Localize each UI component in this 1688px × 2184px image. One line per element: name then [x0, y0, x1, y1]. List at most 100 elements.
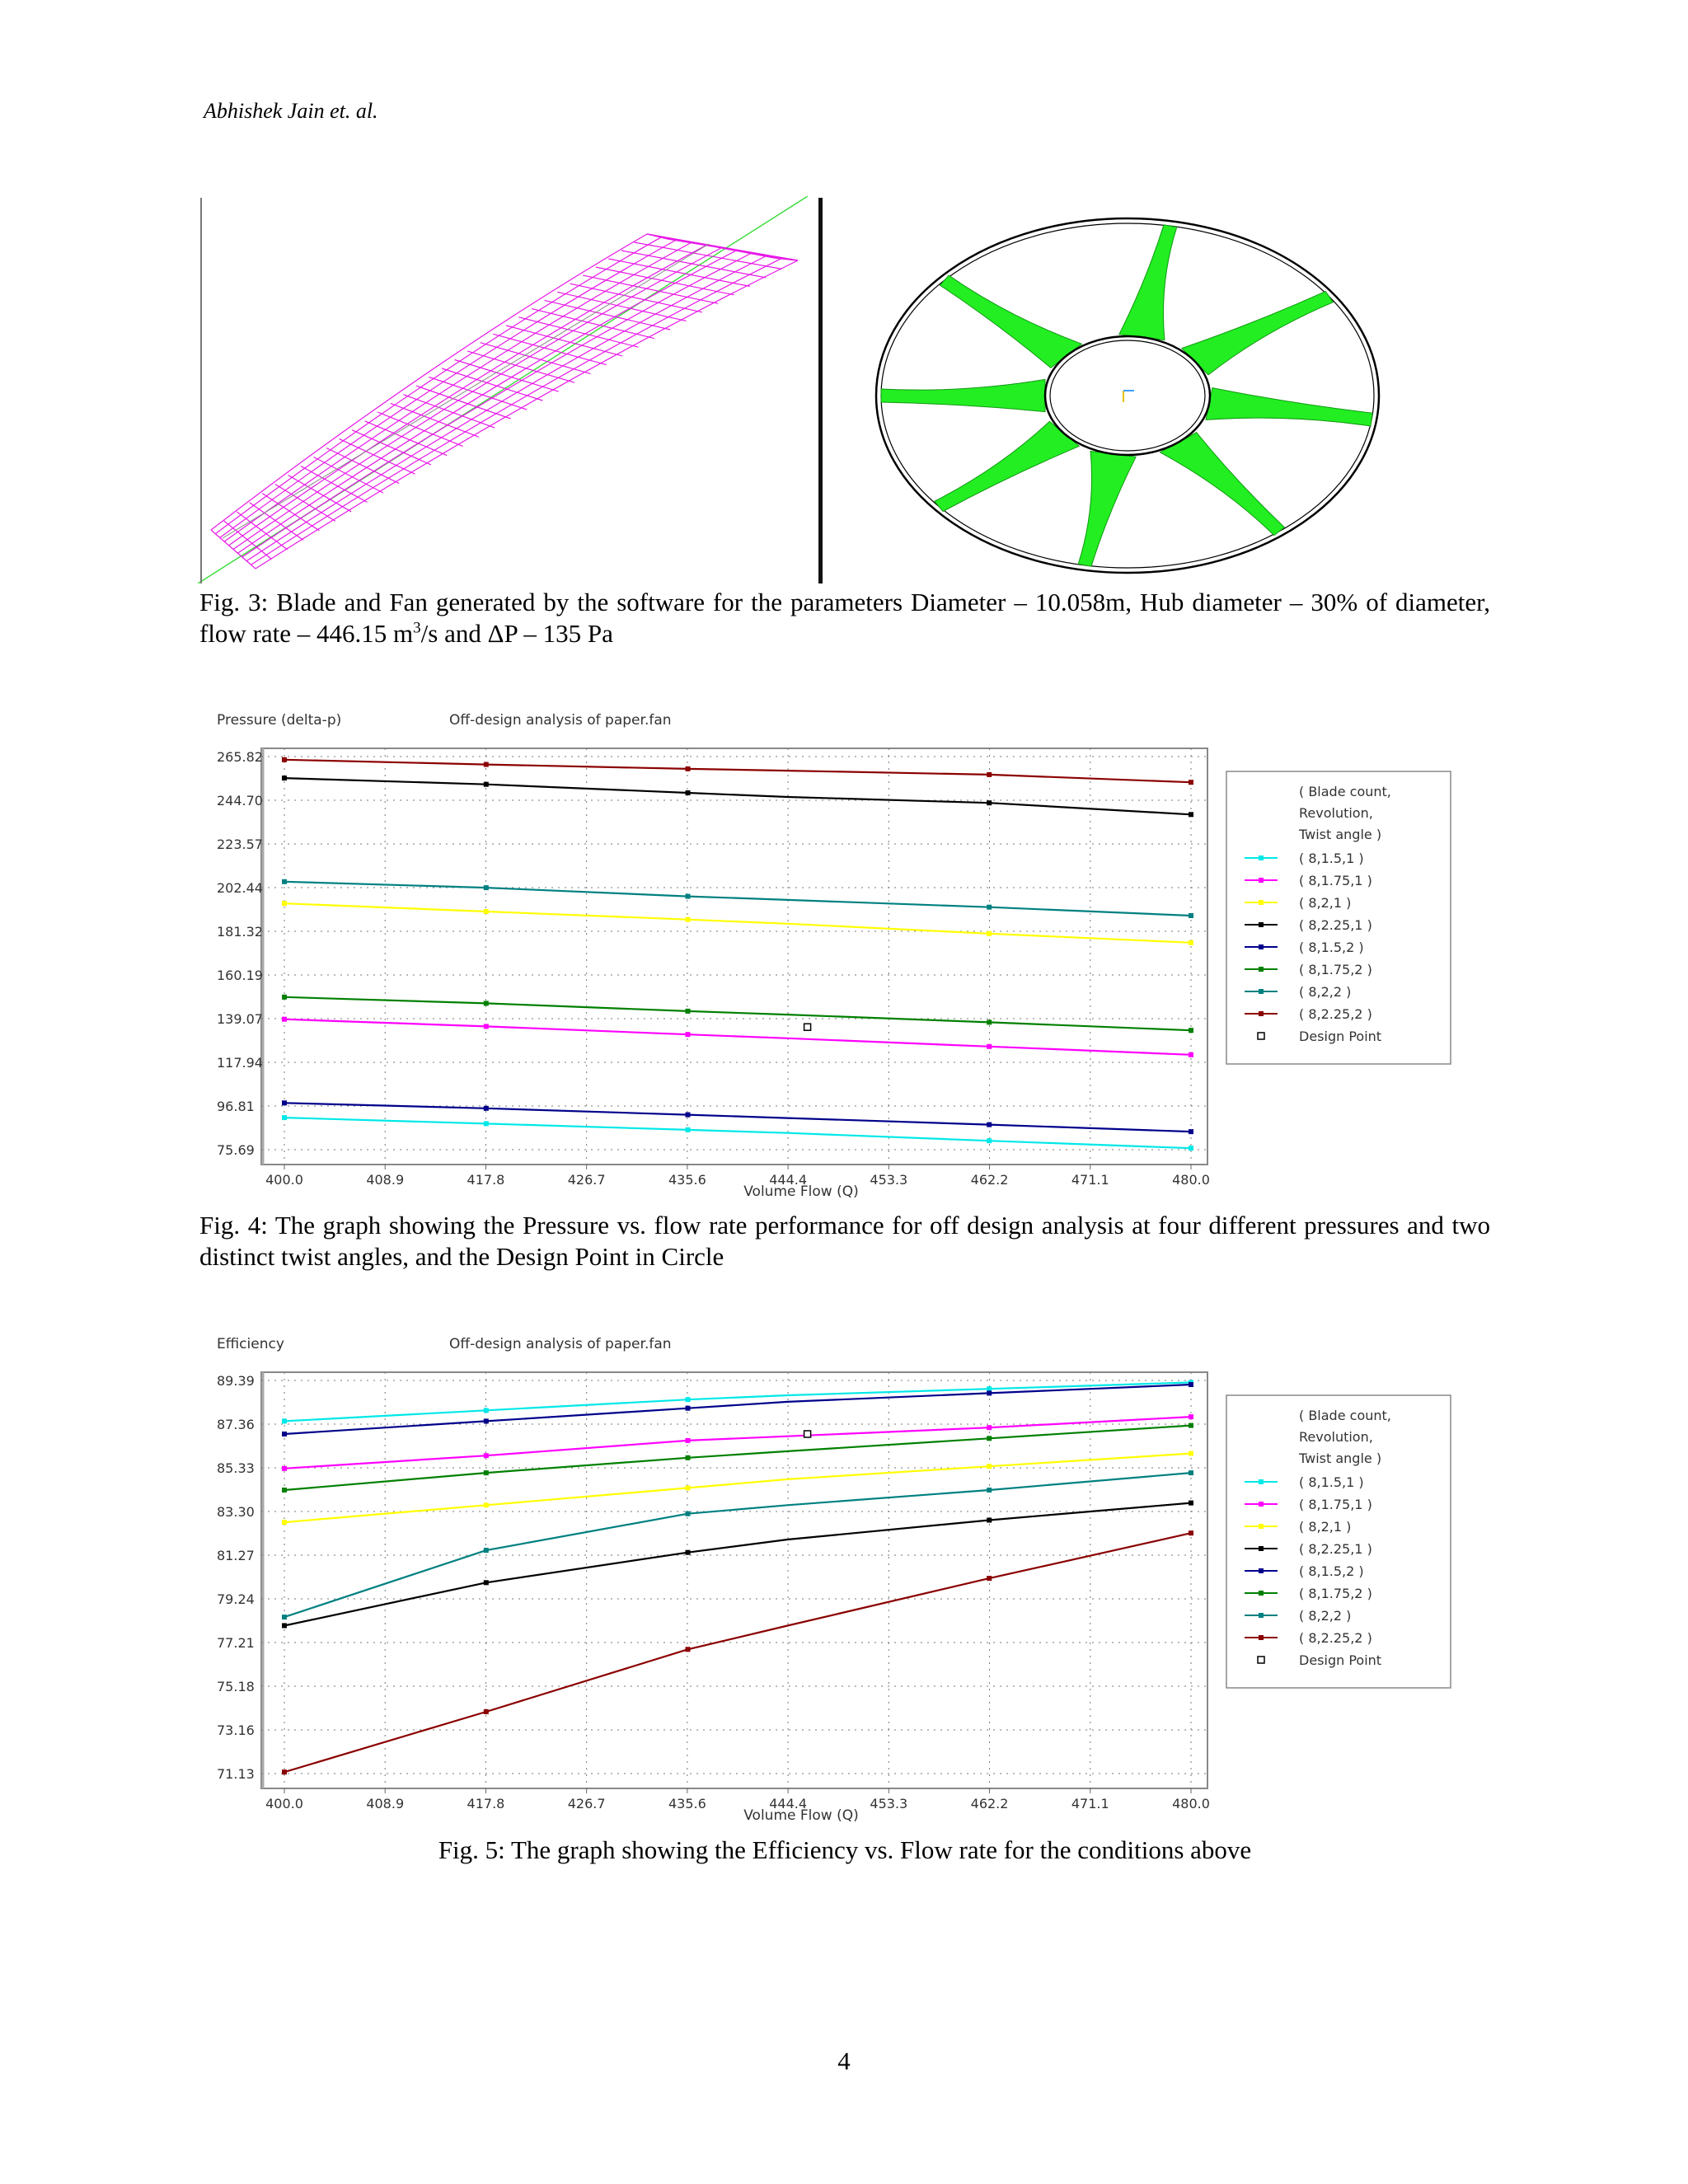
figure5-legend-swatch-point: [1259, 1568, 1264, 1573]
figure5-legend-entry: ( 8,1.75,1 ): [1299, 1497, 1372, 1512]
figure4-legend-entry: ( 8,2.25,2 ): [1299, 1006, 1372, 1022]
figure4-series-point-7: [1189, 780, 1193, 785]
figure5-x-tick-label: 453.3: [870, 1796, 907, 1811]
figure5-series-point-3: [685, 1549, 691, 1555]
fan-blade: [1180, 290, 1334, 376]
figure3-caption: Fig. 3: Blade and Fan generated by the s…: [199, 587, 1490, 649]
blade-rib-line: [454, 359, 559, 392]
figure4-legend-swatch-point: [1259, 855, 1264, 860]
figure5-y-tick-label: 85.33: [217, 1460, 255, 1476]
figure4-series-point-2: [282, 901, 287, 907]
fan-blade: [1205, 387, 1373, 427]
fan-blade: [939, 274, 1083, 369]
figure4-chart: Pressure (delta-p) Off-design analysis o…: [210, 703, 1455, 1197]
blade-rib-line: [377, 411, 463, 447]
figure5-legend-design-point-label: Design Point: [1299, 1652, 1381, 1668]
blade-span-line: [246, 255, 768, 562]
figure4-y-tick-label: 265.82: [217, 749, 263, 765]
fan-hub-inner-edge: [1049, 340, 1206, 452]
figure4-plot-frame: [260, 748, 1208, 1165]
figure5-series-point-4: [987, 1390, 992, 1396]
blade-span-line: [210, 233, 648, 531]
figure4-series-point-6: [987, 904, 992, 910]
figure3-caption-main: Fig. 3: Blade and Fan generated by the s…: [199, 588, 1490, 648]
figure4-series-line-1: [284, 1018, 1192, 1056]
figure5-series-point-6: [685, 1511, 691, 1516]
figure4-series-point-6: [282, 879, 287, 884]
figure5-series-point-3: [282, 1623, 287, 1629]
figure5-series-line-5: [284, 1424, 1192, 1492]
figure5-legend-box: [1226, 1394, 1451, 1689]
figure5-series-point-1: [282, 1465, 287, 1471]
figure4-series-point-3: [483, 781, 489, 787]
figure5-legend-entry: ( 8,2,1 ): [1299, 1519, 1351, 1535]
blade-rib-line: [313, 456, 384, 494]
figure5-legend-entry: ( 8,2,2 ): [1299, 1608, 1351, 1624]
figure5-legend-swatch-point: [1259, 1613, 1264, 1618]
fan-blade: [880, 378, 1046, 413]
figure5-legend-swatch-point: [1259, 1546, 1264, 1551]
blade-rib-line: [429, 376, 528, 410]
figure5-chart: Efficiency Off-design analysis of paper.…: [210, 1327, 1455, 1821]
figure4-legend-entry: ( 8,1.5,2 ): [1299, 940, 1364, 955]
figure4-y-tick-label: 160.19: [217, 968, 263, 983]
figure5-chart-title: Off-design analysis of paper.fan: [449, 1336, 672, 1352]
figure5-series-point-7: [483, 1709, 489, 1714]
figure5-series-point-1: [987, 1425, 992, 1431]
figure5-series-point-7: [282, 1769, 287, 1775]
figure4-y-axis-label: Pressure (delta-p): [217, 712, 341, 729]
figure5-series-point-4: [282, 1432, 287, 1436]
figure4-series-point-4: [685, 1112, 691, 1118]
figure5-y-tick-label: 73.16: [217, 1722, 255, 1738]
figure4-legend-swatch-point: [1259, 1011, 1264, 1016]
figure4-y-tick-label: 117.94: [217, 1055, 263, 1071]
figure4-series-point-3: [987, 800, 992, 806]
blade-rib-line: [403, 394, 495, 429]
blade-tip-outline: [646, 233, 799, 261]
figure5-x-tick-label: 417.8: [467, 1796, 505, 1811]
page-number: 4: [837, 2046, 851, 2075]
figure4-y-tick-label: 244.70: [217, 793, 263, 808]
figure4-y-tick-label: 139.07: [217, 1011, 263, 1027]
figure5-legend-swatch-point: [1259, 1635, 1264, 1640]
figure5-series-line-0: [284, 1381, 1192, 1422]
figure5-y-tick-label: 75.18: [217, 1679, 255, 1694]
figure5-series-point-3: [483, 1580, 489, 1586]
figure5-series-point-2: [1189, 1451, 1193, 1456]
figure5-x-tick-label: 426.7: [568, 1796, 606, 1811]
figure5-series-point-2: [987, 1464, 992, 1469]
blade-rib-line: [621, 250, 767, 279]
figure4-series-point-3: [1189, 812, 1193, 818]
blade-rib-line: [518, 316, 639, 348]
figure5-y-tick-label: 81.27: [217, 1548, 255, 1563]
blade-span-line: [255, 260, 799, 569]
figure4-series-point-1: [987, 1043, 992, 1049]
blade-span-line: [228, 244, 708, 546]
figure4-series-point-7: [483, 762, 489, 767]
figure4-series-line-3: [284, 777, 1192, 816]
figure5-series-point-2: [685, 1485, 691, 1491]
figure4-x-tick-label: 408.9: [366, 1172, 404, 1188]
figure4-design-point-marker: [803, 1023, 812, 1031]
figure4-legend-entry: ( 8,2.25,1 ): [1299, 917, 1372, 933]
figure3-images: [198, 196, 1492, 583]
figure5-y-tick-label: 71.13: [217, 1766, 255, 1782]
figure5-series-line-7: [284, 1532, 1192, 1774]
figure4-series-point-4: [483, 1105, 489, 1111]
blade-rib-line: [480, 342, 591, 374]
figure5-series-point-2: [282, 1520, 287, 1526]
figure4-y-tick-label: 223.57: [217, 837, 263, 852]
blade-span-line: [241, 251, 753, 558]
figure4-legend-box: [1226, 771, 1451, 1065]
figure4-series-point-1: [685, 1032, 691, 1038]
figure5-series-point-1: [1189, 1414, 1193, 1420]
figure4-series-point-6: [1189, 913, 1193, 918]
figure4-series-point-2: [987, 930, 992, 936]
figure4-legend-entry: ( 8,1.5,1 ): [1299, 851, 1364, 866]
blade-span-line: [237, 249, 738, 554]
blade-rib-line: [441, 368, 543, 401]
figure5-series-point-4: [685, 1405, 691, 1411]
figure5-series-point-0: [483, 1408, 489, 1413]
figure4-x-tick-label: 471.1: [1071, 1172, 1109, 1188]
figure4-series-line-6: [284, 880, 1192, 917]
